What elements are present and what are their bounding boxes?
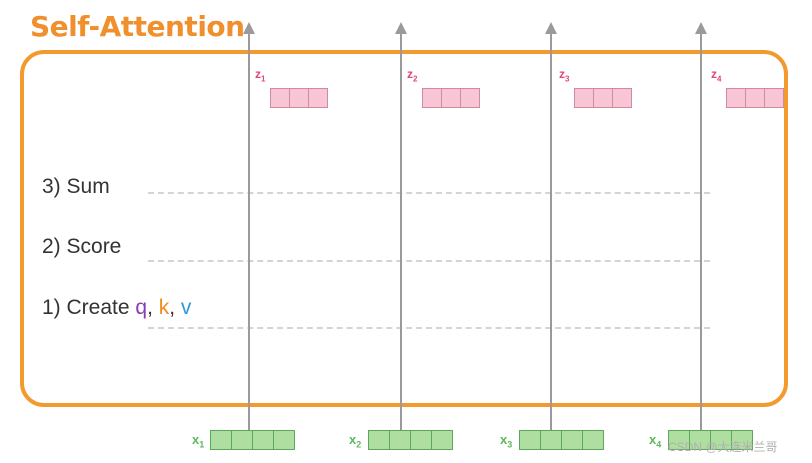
flow-arrow-2 <box>395 22 407 432</box>
output-label-1: z1 <box>255 67 266 84</box>
self-attention-frame <box>20 50 788 407</box>
value-letter: v <box>180 296 192 319</box>
output-vector-4 <box>726 88 784 108</box>
create-divider <box>148 327 710 329</box>
input-label-4: x4 <box>649 432 662 450</box>
query-letter: q <box>135 296 148 319</box>
input-vector-2 <box>368 430 453 450</box>
flow-arrow-4 <box>695 22 707 432</box>
score-divider <box>148 260 710 262</box>
output-vector-2 <box>422 88 480 108</box>
step-create-label: 1) Create q, k, v <box>42 296 191 320</box>
output-label-4: z4 <box>711 67 722 84</box>
watermark: CSDN @大连米兰哥 <box>668 440 778 454</box>
key-letter: k <box>158 296 170 319</box>
output-vector-1 <box>270 88 328 108</box>
sum-divider <box>148 192 710 194</box>
create-prefix: 1) Create <box>42 296 136 319</box>
output-label-2: z2 <box>407 67 418 84</box>
output-vector-3 <box>574 88 632 108</box>
flow-arrow-3 <box>545 22 557 432</box>
step-sum-label: 3) Sum <box>42 175 110 198</box>
output-label-3: z3 <box>559 67 570 84</box>
flow-arrow-1 <box>243 22 255 432</box>
input-vector-4 <box>668 430 753 450</box>
separator-2: , <box>169 296 181 319</box>
input-vector-1 <box>210 430 295 450</box>
separator-1: , <box>147 296 159 319</box>
input-label-2: x2 <box>349 432 362 450</box>
step-score-label: 2) Score <box>42 235 122 258</box>
diagram-title: Self-Attention <box>30 10 245 43</box>
input-label-3: x3 <box>500 432 513 450</box>
input-label-1: x1 <box>192 432 205 450</box>
input-vector-3 <box>519 430 604 450</box>
